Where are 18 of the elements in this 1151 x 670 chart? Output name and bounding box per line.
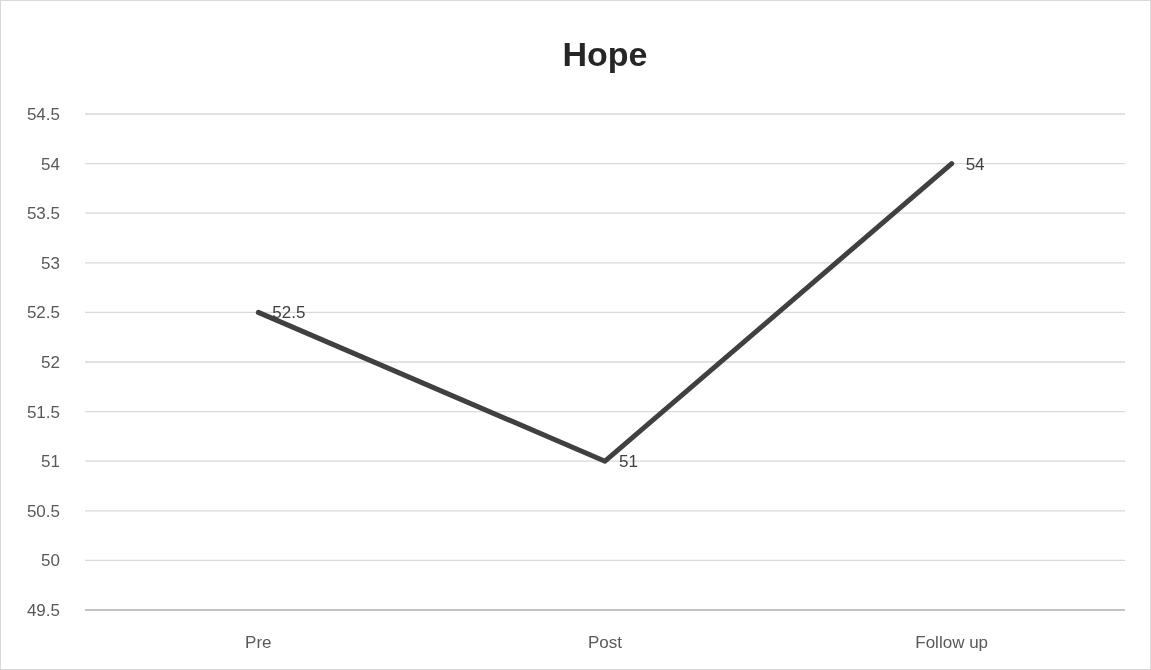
y-tick-label: 53 — [41, 253, 60, 273]
y-tick-label: 50.5 — [26, 501, 60, 521]
data-label: 52.5 — [272, 303, 306, 323]
y-tick-label: 54 — [41, 154, 60, 174]
chart-title: Hope — [562, 35, 648, 73]
data-label: 54 — [965, 154, 985, 174]
y-tick-label: 54.5 — [26, 105, 60, 124]
y-tick-label: 52 — [41, 353, 60, 372]
y-tick-label: 53.5 — [26, 204, 60, 224]
y-tick-label: 49.5 — [26, 601, 60, 620]
y-tick-label: 51 — [41, 452, 60, 472]
y-tick-label: 50 — [41, 551, 60, 571]
y-tick-label: 51.5 — [26, 402, 60, 422]
y-tick-label: 52.5 — [26, 303, 60, 323]
x-tick-label: Follow up — [915, 633, 989, 652]
x-tick-label: Post — [587, 633, 623, 652]
x-tick-label: Pre — [245, 633, 272, 652]
data-label: 51 — [619, 452, 638, 472]
